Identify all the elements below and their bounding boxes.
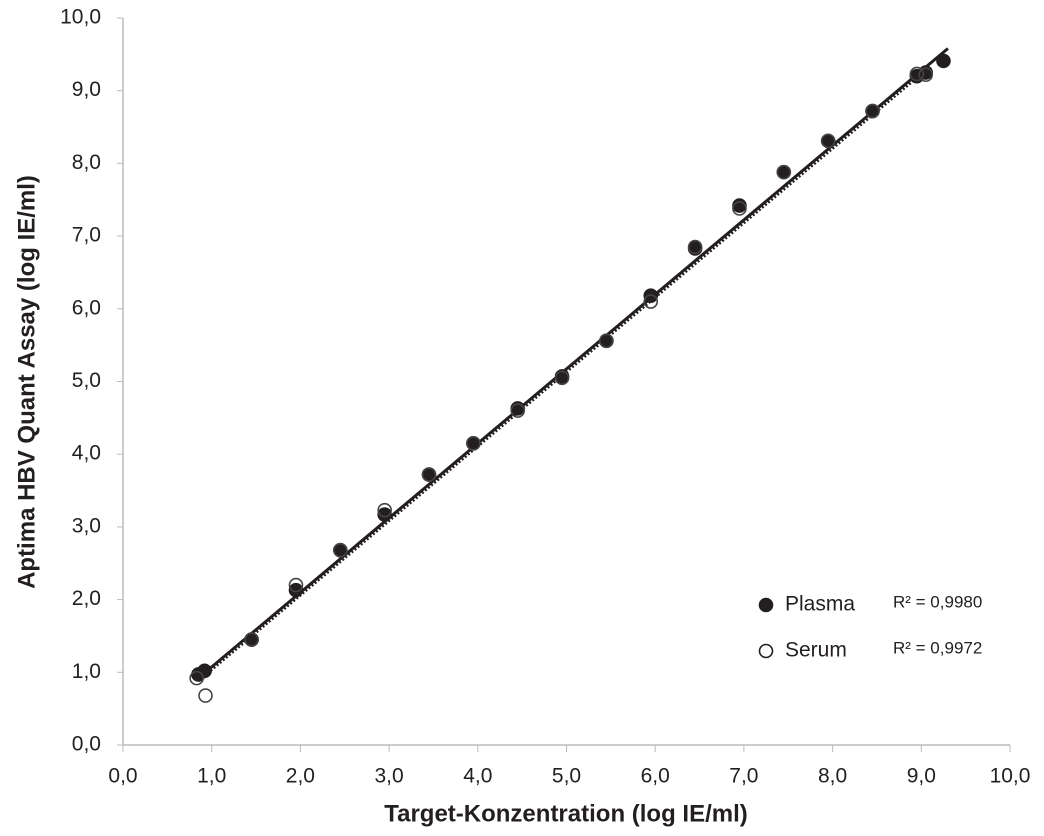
data-point bbox=[421, 467, 437, 482]
legend-marker bbox=[758, 643, 774, 659]
y-tick-label: 7,0 bbox=[72, 224, 101, 247]
data-point bbox=[377, 507, 392, 522]
x-tick-label: 0,0 bbox=[108, 765, 137, 788]
data-point bbox=[189, 670, 204, 686]
data-point bbox=[244, 632, 259, 647]
y-axis-title: Aptima HBV Quant Assay (log IE/ml) bbox=[13, 175, 40, 589]
y-tick-label: 4,0 bbox=[72, 442, 101, 465]
legend-label: Serum bbox=[785, 639, 847, 662]
data-point bbox=[687, 239, 703, 255]
x-tick-label: 7,0 bbox=[729, 765, 758, 788]
legend-label: Plasma bbox=[785, 593, 855, 616]
data-point bbox=[510, 403, 526, 418]
legend-marker bbox=[758, 597, 774, 613]
x-tick-label: 10,0 bbox=[990, 765, 1031, 788]
data-point bbox=[288, 582, 304, 598]
x-tick-label: 5,0 bbox=[552, 765, 581, 788]
y-tick-label: 9,0 bbox=[72, 78, 101, 101]
y-tick-label: 5,0 bbox=[72, 369, 101, 392]
data-point bbox=[599, 333, 614, 349]
y-tick-label: 3,0 bbox=[72, 514, 101, 537]
data-point bbox=[776, 164, 792, 180]
x-tick-label: 6,0 bbox=[641, 765, 670, 788]
data-point bbox=[288, 577, 304, 593]
data-point bbox=[197, 663, 212, 679]
data-point bbox=[865, 103, 880, 119]
r-squared: R² = 0,9972 bbox=[893, 638, 982, 657]
data-point bbox=[820, 133, 836, 149]
x-tick-label: 2,0 bbox=[286, 765, 315, 788]
data-point bbox=[732, 198, 747, 213]
data-point bbox=[377, 502, 392, 518]
data-point bbox=[732, 201, 747, 216]
y-tick-label: 1,0 bbox=[72, 660, 101, 683]
x-tick-label: 8,0 bbox=[818, 765, 847, 788]
data-point bbox=[643, 294, 659, 309]
r-squared: R² = 0,9980 bbox=[893, 592, 982, 611]
data-point bbox=[936, 53, 951, 69]
x-tick-label: 4,0 bbox=[463, 765, 492, 788]
y-tick-label: 8,0 bbox=[72, 151, 101, 174]
data-point bbox=[198, 688, 213, 703]
trend-line bbox=[197, 47, 949, 680]
data-point bbox=[909, 66, 925, 82]
y-tick-label: 2,0 bbox=[72, 587, 101, 610]
data-point bbox=[918, 67, 934, 83]
x-tick-label: 3,0 bbox=[374, 765, 403, 788]
y-tick-label: 6,0 bbox=[72, 296, 101, 319]
y-tick-label: 10,0 bbox=[60, 6, 101, 29]
data-point bbox=[333, 542, 348, 558]
x-tick-label: 9,0 bbox=[907, 765, 936, 788]
x-tick-label: 1,0 bbox=[197, 765, 226, 788]
y-tick-label: 0,0 bbox=[72, 733, 101, 756]
data-point bbox=[466, 435, 481, 451]
data-point bbox=[554, 370, 570, 386]
x-axis-title: Target-Konzentration (log IE/ml) bbox=[384, 800, 748, 827]
